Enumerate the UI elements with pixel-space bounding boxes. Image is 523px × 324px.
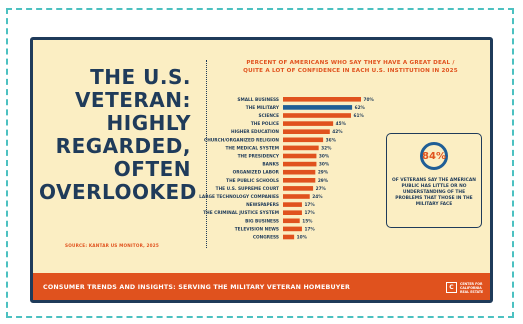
headline-line-1: THE U.S. [90, 65, 191, 89]
bar [283, 161, 317, 167]
stat-ring: 84% [420, 142, 448, 170]
value-label: 24% [312, 194, 323, 200]
bar [283, 113, 351, 118]
category-label: THE PUBLIC SCHOOLS [226, 178, 279, 184]
bar [283, 145, 319, 151]
category-label: THE U.S. SUPREME COURT [216, 186, 279, 192]
dotted-divider [206, 60, 207, 248]
category-label: SCIENCE [259, 113, 280, 119]
dashed-frame [6, 8, 514, 318]
headline-line-2: VETERAN: [74, 88, 191, 112]
value-label: 17% [304, 202, 315, 208]
value-label: 29% [318, 178, 329, 184]
bar [283, 210, 302, 215]
bar [283, 226, 302, 232]
logo-line-1: CENTER FOR [460, 282, 483, 286]
category-label: THE POLICE [251, 121, 279, 127]
value-label: 61% [353, 113, 364, 119]
category-label: THE CRIMINAL JUSTICE SYSTEM [203, 210, 279, 216]
bar [283, 105, 353, 110]
value-label: 29% [318, 170, 329, 176]
category-label: THE MILITARY [246, 105, 280, 111]
bar [283, 178, 316, 183]
value-label: 42% [332, 129, 343, 135]
value-label: 70% [364, 97, 375, 103]
bar [283, 186, 314, 191]
logo-line-3: REAL ESTATE [460, 290, 484, 294]
infographic-card: THE U.S. VETERAN: HIGHLY REGARDED, OFTEN… [30, 37, 493, 303]
value-label: 15% [302, 218, 313, 224]
value-label: 27% [316, 186, 327, 192]
bar [283, 202, 302, 207]
value-label: 32% [321, 145, 332, 151]
category-label: NEWSPAPERS [246, 202, 279, 208]
category-label: BIG BUSINESS [245, 218, 279, 224]
bar [283, 121, 334, 126]
bar-chart: SMALL BUSINESS 70% THE MILITARY 62% SCIENCE 6… [199, 97, 375, 241]
headline-line-3: HIGHLY [106, 111, 191, 135]
footer-banner: CONSUMER TRENDS AND INSIGHTS: SERVING TH… [33, 273, 490, 300]
category-label: LARGE TECHNOLOGY COMPANIES [199, 194, 279, 200]
value-label: 36% [326, 137, 337, 143]
bar [283, 137, 324, 143]
bar [283, 129, 330, 134]
bar [283, 153, 317, 159]
logo-line-2: CALIFORNIA [460, 286, 482, 290]
headline: THE U.S. VETERAN: HIGHLY REGARDED, OFTEN… [39, 65, 197, 204]
value-label: 45% [336, 121, 347, 127]
category-label: HIGHER EDUCATION [231, 129, 279, 135]
footer-text: CONSUMER TRENDS AND INSIGHTS: SERVING TH… [43, 284, 351, 291]
category-label: SMALL BUSINESS [237, 97, 279, 103]
category-label: BANKS [262, 162, 279, 168]
value-label: 62% [355, 105, 366, 111]
category-label: THE MEDICAL SYSTEM [226, 145, 280, 151]
bar [283, 194, 310, 199]
category-label: TELEVISION NEWS [235, 226, 279, 232]
logo-mark-icon: C [446, 282, 457, 293]
chart-title-line-1: PERCENT OF AMERICANS WHO SAY THEY HAVE A… [246, 60, 455, 66]
value-label: 30% [319, 154, 330, 160]
bar [283, 218, 300, 224]
category-label: CHURCH/ORGANIZED RELIGION [204, 137, 279, 143]
value-label: 30% [319, 162, 330, 168]
chart-title-line-2: QUITE A LOT OF CONFIDENCE IN EACH U.S. I… [243, 68, 458, 74]
logo-text: CENTER FOR CALIFORNIA REAL ESTATE [460, 282, 490, 294]
bar [283, 234, 295, 240]
headline-line-4: REGARDED, [55, 134, 191, 158]
center-for-california-real-estate-logo: C CENTER FOR CALIFORNIA REAL ESTATE [446, 280, 490, 296]
source-note: SOURCE: KANTAR US MONITOR, 2025 [65, 243, 159, 248]
value-label: 17% [304, 210, 315, 216]
stat-callout: 84% OF VETERANS SAY THE AMERICAN PUBLIC … [386, 133, 482, 228]
bar [283, 169, 316, 175]
stat-value: 84% [422, 150, 446, 162]
bar [283, 97, 361, 102]
stat-description: OF VETERANS SAY THE AMERICAN PUBLIC HAS … [392, 178, 476, 207]
chart-title: PERCENT OF AMERICANS WHO SAY THEY HAVE A… [213, 59, 488, 75]
headline-line-6: OVERLOOKED [39, 180, 197, 204]
headline-line-5: OFTEN [113, 157, 191, 181]
category-label: ORGANIZED LABOR [233, 170, 280, 176]
value-label: 17% [304, 226, 315, 232]
category-label: CONGRESS [253, 235, 279, 241]
value-label: 10% [297, 235, 308, 241]
category-label: THE PRESIDENCY [238, 154, 280, 160]
